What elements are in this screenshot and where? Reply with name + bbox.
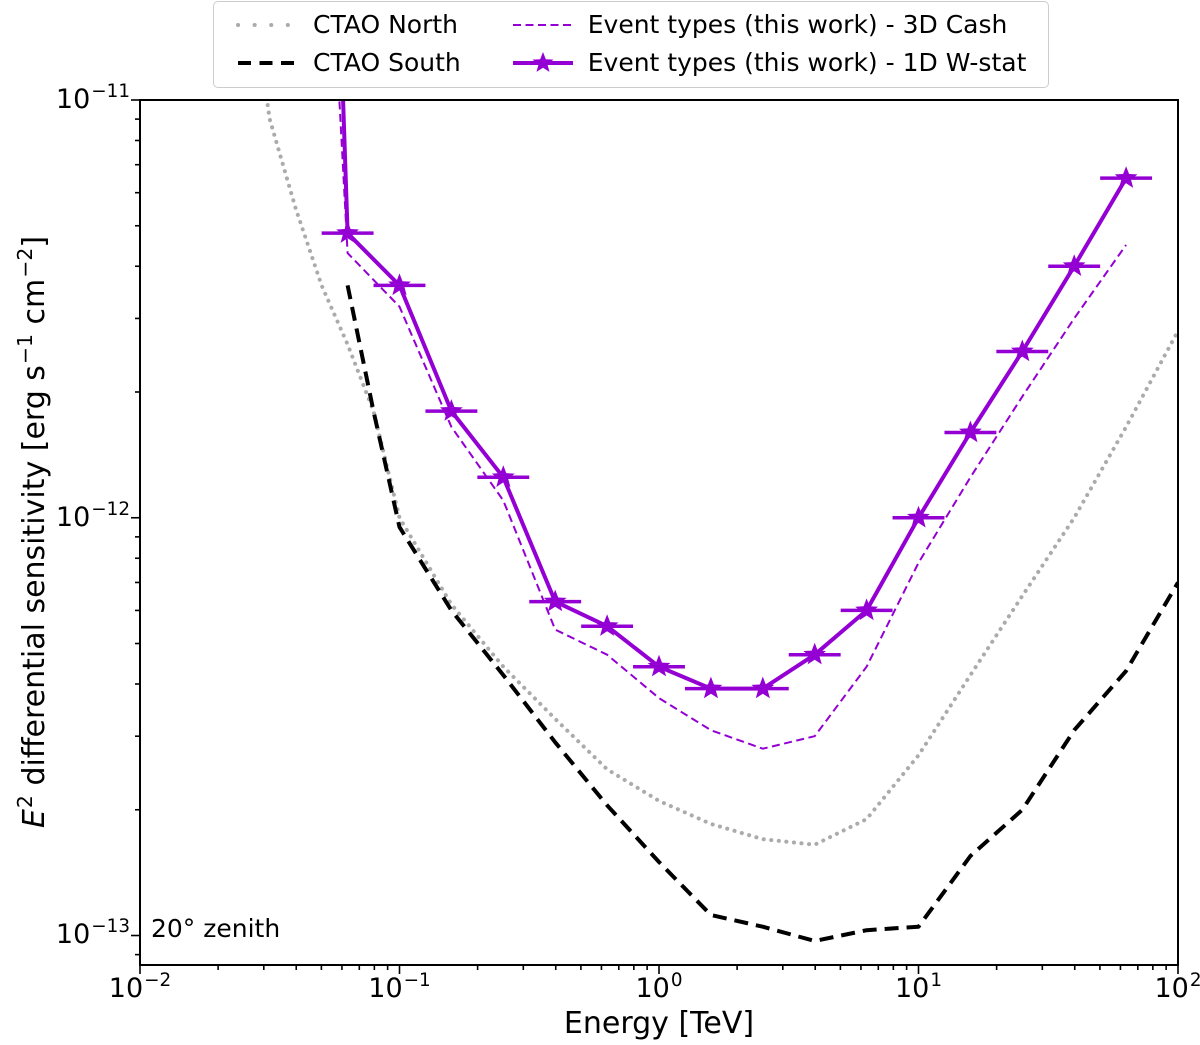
series-line-0 [264,100,1178,847]
x-tick-label-1e0: 100 [635,969,683,1004]
legend-line-3d-cash-icon [512,24,573,27]
series-line-1 [345,284,1178,943]
legend-line-ctao-north-icon [236,23,300,28]
axis-ticks [131,99,1179,974]
series-line-3 [341,100,1128,691]
y-axis-label: E2 differential sensitivity [erg s−1 cm−… [12,235,52,829]
legend-label-3d-cash: Event types (this work) - 3D Cash [587,10,1008,39]
legend-item-ctao-north: CTAO North [236,10,461,40]
y-tick-label-1e-11: 10−11 [55,80,130,115]
legend-item-1d-wstat: Event types (this work) - 1D W-stat [511,47,1027,78]
legend-line-ctao-south-icon [238,61,298,66]
legend-item-ctao-south: CTAO South [236,47,461,78]
y-tick-label-1e-12: 10−12 [55,498,130,533]
error-bars [321,176,1153,691]
axes-frame [139,99,1179,966]
star-icon [532,52,554,73]
x-tick-label-1e-1: 10−1 [368,969,431,1004]
legend-line-1d-wstat-icon [512,52,573,73]
x-tick-label-1e1: 101 [894,969,943,1004]
series-line-2 [338,100,1127,750]
x-tick-label-1e-2: 10−2 [108,969,172,1004]
zenith-annotation: 20° zenith [151,914,281,943]
legend: CTAO North CTAO South Event types (this … [213,1,1050,88]
star-markers [336,166,1138,699]
legend-item-3d-cash: Event types (this work) - 3D Cash [511,10,1027,40]
legend-label-ctao-north: CTAO North [313,10,458,39]
plot-area [264,100,1178,943]
legend-label-ctao-south: CTAO South [313,47,461,77]
y-tick-label-1e-13: 10−13 [55,915,130,950]
legend-label-1d-wstat: Event types (this work) - 1D W-stat [587,47,1027,77]
x-tick-label-1e2: 102 [1154,969,1200,1004]
x-axis-label: Energy [TeV] [563,1006,755,1041]
